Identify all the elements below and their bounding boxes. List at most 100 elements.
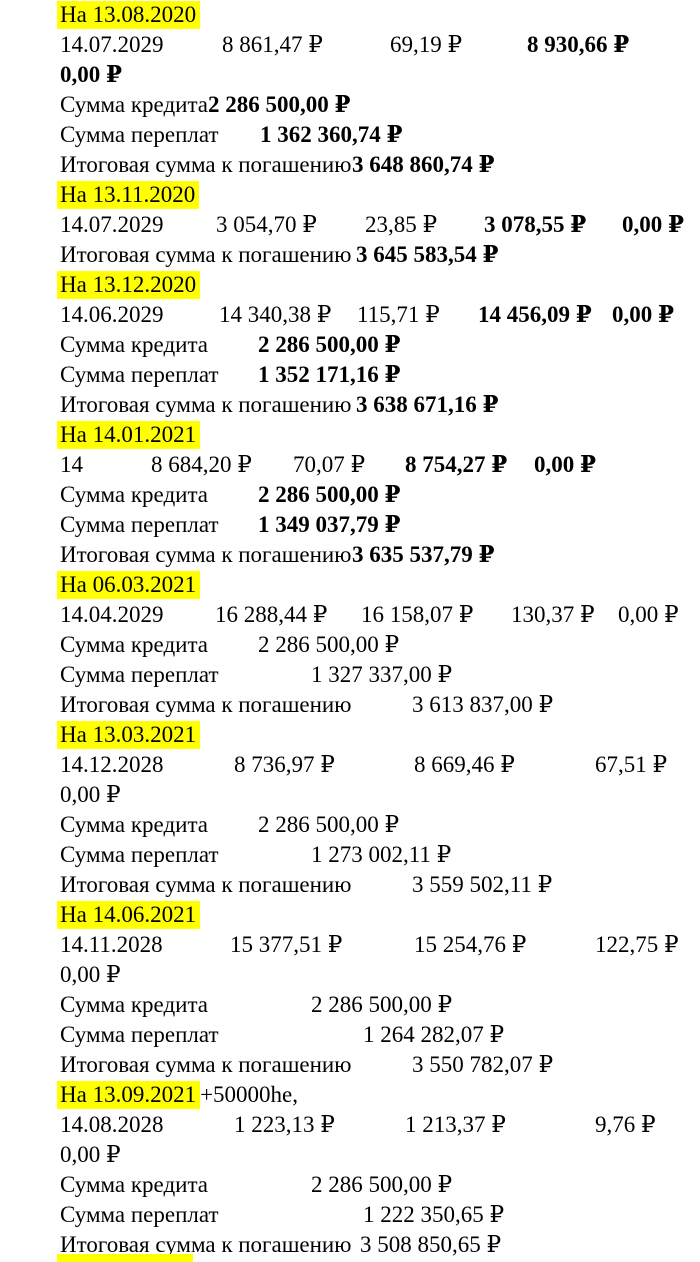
credit-amount-label: Сумма кредита: [60, 632, 209, 657]
payment-amount-2: 1 213,37 ₽: [405, 1112, 506, 1137]
document-line: Сумма переплат 1 327 337,00 ₽: [0, 660, 700, 690]
credit-amount-label: Сумма кредита: [60, 482, 209, 507]
payment-extra-amount: 0,00 ₽: [618, 602, 679, 627]
document-line: Сумма кредита2 286 500,00 ₽: [0, 90, 700, 120]
document-line: На 14.06.2021: [0, 900, 700, 930]
document-line: На 13.11.2020: [0, 180, 700, 210]
payment-date: 14: [60, 452, 83, 477]
section-date-header: На 13.03.2021: [57, 721, 201, 749]
payment-extra-amount: 0,00 ₽: [60, 782, 121, 807]
payment-date: 14.11.2028: [60, 932, 163, 957]
document-line: 14.12.2028 8 736,97 ₽ 8 669,46 ₽ 67,51 ₽: [0, 750, 700, 780]
payment-amount-3: 130,37 ₽: [511, 602, 595, 627]
document-line: 0,00 ₽: [0, 780, 700, 810]
payment-amount-2: 23,85 ₽: [365, 212, 438, 237]
payment-date: 14.08.2028: [60, 1112, 164, 1137]
payment-amount-2: 16 158,07 ₽: [361, 602, 474, 627]
payment-amount-2: 70,07 ₽: [293, 452, 366, 477]
document-line: 14.07.2029 8 861,47 ₽ 69,19 ₽ 8 930,66 ₽: [0, 30, 700, 60]
document-line: На 14.01.2021: [0, 420, 700, 450]
section-date-header: На 14.06.2021: [57, 901, 201, 929]
payment-amount-1: 8 861,47 ₽: [222, 32, 323, 57]
document-line: Сумма кредита 2 286 500,00 ₽: [0, 990, 700, 1020]
payment-extra-amount: 0,00 ₽: [60, 962, 121, 987]
payment-amount-3: 122,75 ₽: [595, 932, 679, 957]
document-line: Итоговая сумма к погашению 3 613 837,00 …: [0, 690, 700, 720]
payment-amount-2: 8 669,46 ₽: [414, 752, 515, 777]
payment-amount-3: 9,76 ₽: [595, 1112, 656, 1137]
payment-amount-1: 3 054,70 ₽: [216, 212, 317, 237]
section-date-header: На 13.08.2020: [57, 1, 201, 29]
document-line: Итоговая сумма к погашению 3 645 583,54 …: [0, 240, 700, 270]
total-repayment-value: 3 559 502,11 ₽: [412, 872, 553, 897]
document-line: Сумма кредита 2 286 500,00 ₽: [0, 330, 700, 360]
overpayment-label: Сумма переплат: [60, 122, 219, 147]
document-line: Итоговая сумма к погашению 3 648 860,74 …: [0, 150, 700, 180]
credit-amount-label: Сумма кредита: [60, 92, 209, 117]
overpayment-value: 1 273 002,11 ₽: [311, 842, 452, 867]
credit-amount-value: 2 286 500,00 ₽: [208, 92, 351, 117]
payment-amount-1: 16 288,44 ₽: [215, 602, 328, 627]
section-header-suffix: +50000he,: [200, 1082, 299, 1107]
payment-extra-amount: 0,00 ₽: [534, 452, 597, 477]
document-line: Сумма кредита 2 286 500,00 ₽: [0, 630, 700, 660]
payment-amount-3: 14 456,09 ₽: [478, 302, 592, 327]
document-line: 14.04.2029 16 288,44 ₽ 16 158,07 ₽ 130,3…: [0, 600, 700, 630]
payment-extra-amount: 0,00 ₽: [622, 212, 685, 237]
document-line: Сумма кредита 2 286 500,00 ₽: [0, 1170, 700, 1200]
payment-amount-3: 8 930,66 ₽: [527, 32, 630, 57]
payment-amount-2: 115,71 ₽: [357, 302, 440, 327]
total-repayment-label: Итоговая сумма к погашению: [60, 542, 352, 567]
total-repayment-value: 3 645 583,54 ₽: [356, 242, 499, 267]
credit-amount-value: 2 286 500,00 ₽: [258, 632, 400, 657]
overpayment-value: 1 349 037,79 ₽: [258, 512, 401, 537]
document-line: Сумма переплат 1 264 282,07 ₽: [0, 1020, 700, 1050]
total-repayment-value: 3 635 537,79 ₽: [352, 542, 495, 567]
total-repayment-value: 3 613 837,00 ₽: [412, 692, 554, 717]
credit-amount-label: Сумма кредита: [60, 992, 209, 1017]
document-line: Сумма переплат 1 352 171,16 ₽: [0, 360, 700, 390]
overpayment-label: Сумма переплат: [60, 512, 219, 537]
document-line: 14.07.2029 3 054,70 ₽ 23,85 ₽ 3 078,55 ₽…: [0, 210, 700, 240]
payment-amount-1: 8 736,97 ₽: [234, 752, 335, 777]
document-line: 0,00 ₽: [0, 960, 700, 990]
payment-amount-1: 1 223,13 ₽: [234, 1112, 335, 1137]
total-repayment-label: Итоговая сумма к погашению: [60, 1052, 352, 1077]
overpayment-value: 1 362 360,74 ₽: [260, 122, 403, 147]
payment-date: 14.04.2029: [60, 602, 164, 627]
section-date-header: На 13.11.2020: [57, 181, 200, 209]
document-line: Сумма переплат 1 273 002,11 ₽: [0, 840, 700, 870]
payment-amount-2: 69,19 ₽: [390, 32, 463, 57]
credit-amount-value: 2 286 500,00 ₽: [311, 992, 453, 1017]
document-line: 14.06.2029 14 340,38 ₽ 115,71 ₽ 14 456,0…: [0, 300, 700, 330]
total-repayment-value: 3 550 782,07 ₽: [412, 1052, 554, 1077]
document-line: На 13.09.2021 +50000he,: [0, 1080, 700, 1110]
document-line: Сумма переплат 1 362 360,74 ₽: [0, 120, 700, 150]
document-line: Сумма кредита 2 286 500,00 ₽: [0, 810, 700, 840]
payment-amount-3: 8 754,27 ₽: [405, 452, 508, 477]
payment-date: 14.06.2029: [60, 302, 164, 327]
total-repayment-label: Итоговая сумма к погашению: [60, 872, 352, 897]
overpayment-value: 1 327 337,00 ₽: [311, 662, 453, 687]
payment-amount-1: 14 340,38 ₽: [219, 302, 332, 327]
total-repayment-value: 3 508 850,65 ₽: [360, 1232, 502, 1257]
overpayment-label: Сумма переплат: [60, 662, 219, 687]
document-line: Сумма кредита 2 286 500,00 ₽: [0, 480, 700, 510]
payment-extra-amount: 0,00 ₽: [60, 62, 123, 87]
overpayment-label: Сумма переплат: [60, 842, 219, 867]
credit-amount-label: Сумма кредита: [60, 1172, 209, 1197]
credit-amount-value: 2 286 500,00 ₽: [258, 482, 401, 507]
document-line: На 13.12.2020: [0, 270, 700, 300]
document-line: 14.08.2028 1 223,13 ₽ 1 213,37 ₽ 9,76 ₽: [0, 1110, 700, 1140]
payment-amount-2: 15 254,76 ₽: [414, 932, 527, 957]
overpayment-value: 1 264 282,07 ₽: [363, 1022, 505, 1047]
document-line: На 13.03.2021: [0, 720, 700, 750]
credit-amount-value: 2 286 500,00 ₽: [258, 812, 400, 837]
overpayment-label: Сумма переплат: [60, 1022, 219, 1047]
total-repayment-label: Итоговая сумма к погашению: [60, 152, 352, 177]
overpayment-value: 1 222 350,65 ₽: [363, 1202, 505, 1227]
document-line: Итоговая сумма к погашению 3 638 671,16 …: [0, 390, 700, 420]
payment-amount-1: 15 377,51 ₽: [230, 932, 343, 957]
section-date-header: На 14.01.2021: [57, 421, 201, 449]
document-line: 0,00 ₽: [0, 60, 700, 90]
